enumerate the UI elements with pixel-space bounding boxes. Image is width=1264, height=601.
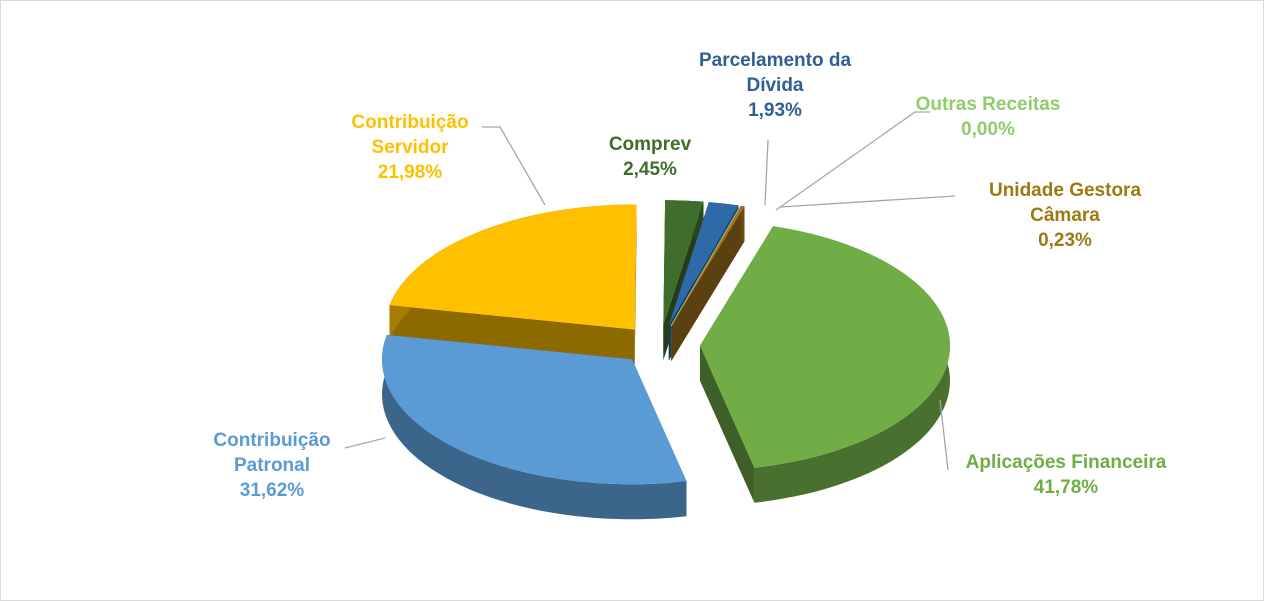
data-label: Parcelamento da Dívida 1,93%	[645, 48, 905, 123]
pie-slice	[382, 334, 687, 485]
slice-wall	[671, 206, 745, 361]
data-label: Contribuição Servidor 21,98%	[280, 110, 540, 185]
slice-wall	[699, 345, 755, 503]
slice-tops	[382, 200, 950, 485]
slice-wall	[389, 305, 635, 365]
value-label: 0,00%	[961, 119, 1015, 140]
pie-slice	[668, 202, 739, 326]
slice-rim	[741, 205, 745, 242]
pie-slice	[670, 205, 742, 327]
pie-slice	[699, 226, 950, 468]
category-label: Contribuição Servidor	[351, 112, 469, 158]
leader-line	[775, 111, 930, 211]
category-label: Parcelamento da Dívida	[698, 50, 852, 96]
leader-line	[764, 139, 769, 206]
value-label: 31,62%	[239, 480, 305, 501]
category-label: Outras Receitas	[915, 94, 1061, 115]
value-label: 2,45%	[623, 159, 677, 180]
value-label: 41,78%	[1033, 477, 1099, 498]
value-label: 1,93%	[748, 100, 802, 121]
category-label: Contribuição Patronal	[213, 430, 331, 476]
leader-line	[939, 399, 949, 471]
leader-line	[344, 437, 386, 449]
value-label: 0,23%	[1038, 230, 1092, 251]
data-label: Comprev 2,45%	[520, 132, 780, 182]
value-label: 21,98%	[377, 162, 443, 183]
slice-wall	[634, 204, 637, 365]
category-label: Comprev	[608, 134, 692, 155]
pie-slice	[389, 204, 637, 330]
category-label: Aplicações Financeira	[965, 452, 1167, 473]
data-label: Aplicações Financeira 41,78%	[936, 450, 1196, 500]
pie-slice	[671, 205, 745, 326]
category-label: Unidade Gestora Câmara	[988, 180, 1142, 226]
data-label: Outras Receitas 0,00%	[858, 92, 1118, 142]
slice-rim	[382, 334, 687, 520]
data-label: Contribuição Patronal 31,62%	[142, 428, 402, 503]
data-label: Unidade Gestora Câmara 0,23%	[935, 178, 1195, 253]
pie-slice	[663, 200, 704, 326]
leader-line	[482, 126, 546, 206]
leader-line	[779, 195, 956, 208]
